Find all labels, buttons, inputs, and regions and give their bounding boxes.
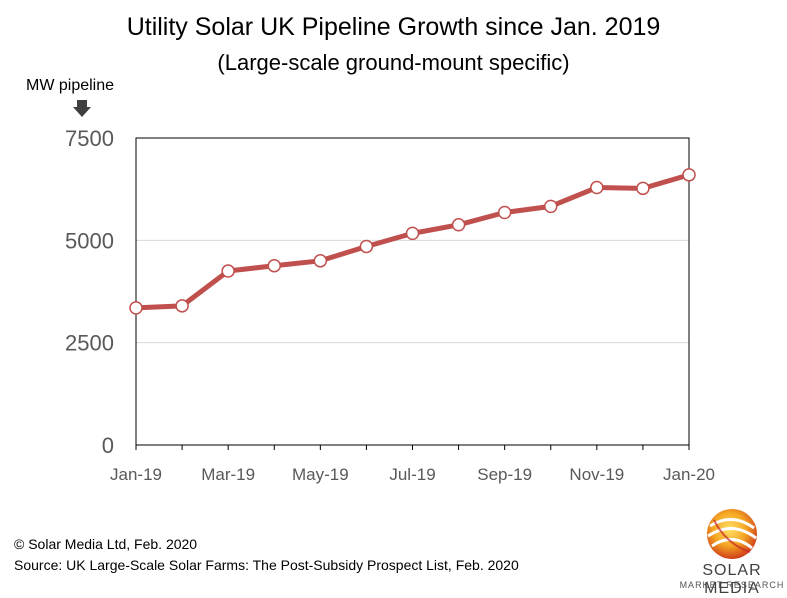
data-point	[451, 218, 466, 232]
x-axis-ticks: Jan-19 Mar-19 May-19 Jul-19 Sep-19 Nov-19 Jan-…	[110, 445, 715, 484]
data-point	[175, 299, 189, 313]
chart-subtitle: (Large-scale ground-mount specific)	[217, 50, 570, 75]
data-point	[359, 239, 374, 254]
x-tick-label: Jul-19	[389, 465, 435, 484]
x-tick-label: Nov-19	[569, 465, 624, 484]
chart-title: Utility Solar UK Pipeline Growth since J…	[126, 13, 661, 41]
y-tick-label: 5000	[65, 228, 114, 253]
solar-media-logo: SOLAR MEDIA MARKET RESEARCH	[676, 504, 787, 597]
logo-subtitle: MARKET RESEARCH	[679, 580, 785, 590]
x-tick-label: Mar-19	[201, 465, 255, 484]
y-axis-ticks: 0 2500 5000 7500	[65, 126, 114, 458]
gridlines	[136, 239, 689, 344]
x-tick-label: Jan-19	[110, 465, 162, 484]
y-tick-label: 7500	[65, 126, 114, 151]
source-text: Source: UK Large-Scale Solar Farms: The …	[14, 557, 519, 573]
x-tick-label: May-19	[292, 465, 349, 484]
data-point	[221, 264, 235, 278]
data-point	[544, 199, 558, 214]
data-point	[682, 168, 696, 182]
copyright-text: © Solar Media Ltd, Feb. 2020	[14, 536, 198, 552]
data-point	[405, 226, 420, 241]
data-point	[497, 205, 512, 220]
series-line	[133, 172, 692, 311]
data-point	[636, 181, 650, 196]
data-point	[267, 258, 281, 273]
y-axis-label: MW pipeline	[26, 77, 115, 94]
series-markers	[129, 168, 696, 315]
data-point	[129, 301, 143, 315]
sun-swirl-icon	[707, 509, 757, 559]
y-tick-label: 0	[102, 433, 114, 458]
x-tick-label: Sep-19	[477, 465, 532, 484]
data-point	[590, 180, 604, 195]
data-point	[313, 254, 328, 268]
x-tick-label: Jan-20	[663, 465, 715, 484]
y-tick-label: 2500	[65, 331, 114, 356]
plot-area-border	[135, 137, 690, 446]
